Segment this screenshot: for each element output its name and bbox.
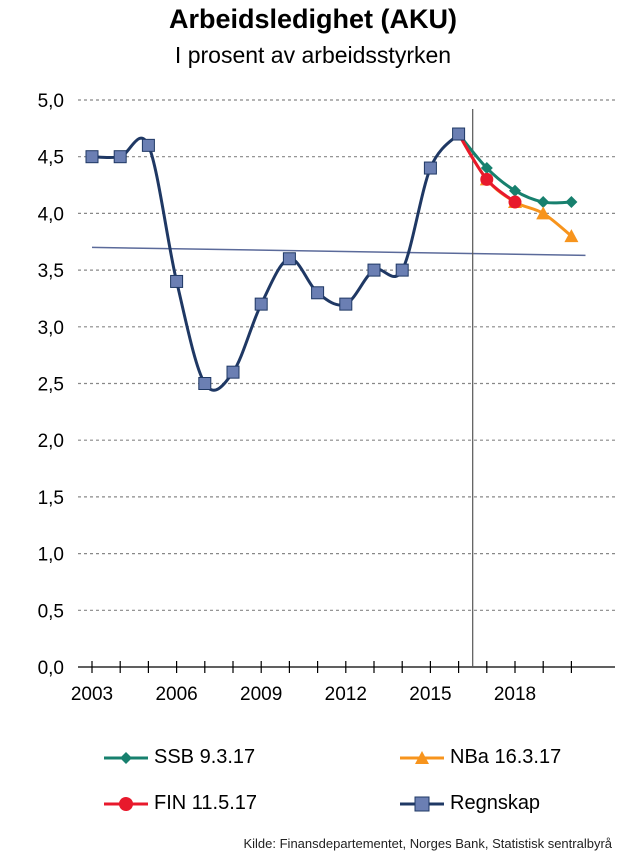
legend-item-regnskap: Regnskap — [400, 792, 540, 815]
legend-swatch-fin — [104, 796, 148, 811]
data-point-regnskap — [113, 150, 127, 164]
data-point-regnskap — [395, 263, 409, 277]
x-tick-label: 2003 — [71, 684, 113, 705]
data-point-regnskap — [226, 365, 240, 379]
y-tick-label: 4,0 — [38, 204, 64, 225]
data-point-nba — [564, 229, 579, 243]
data-point-regnskap — [423, 161, 437, 175]
legend-item-ssb: SSB 9.3.17 — [104, 746, 255, 769]
line-chart: 0,0 0,5 1,0 1,5 2,0 2,5 3,0 3,5 4,0 4,5 5,0 2003 200… — [38, 91, 615, 705]
data-point-regnskap — [452, 127, 466, 141]
x-tick-label: 2009 — [240, 684, 282, 705]
data-point-ssb — [565, 196, 578, 209]
legend-label-fin: FIN 11.5.17 — [154, 792, 258, 814]
legend-swatch-ssb — [104, 751, 148, 764]
data-point-fin — [508, 195, 522, 209]
y-tick-label: 2,0 — [38, 431, 64, 452]
data-point-regnskap — [254, 297, 268, 311]
data-point-regnskap — [141, 138, 155, 152]
data-point-fin — [480, 172, 494, 186]
data-point-regnskap — [282, 252, 296, 266]
y-tick-label: 1,5 — [38, 488, 64, 509]
y-tick-label: 0,0 — [38, 658, 64, 679]
x-tick-label: 2018 — [494, 684, 536, 705]
chart-subtitle: I prosent av arbeidsstyrken — [174, 42, 452, 68]
x-tick-label: 2006 — [155, 684, 197, 705]
y-tick-label: 3,0 — [38, 318, 64, 339]
y-tick-label: 2,5 — [38, 375, 64, 396]
legend-swatch-regnskap — [400, 796, 444, 811]
source-note: Kilde: Finansdepartementet, Norges Bank,… — [243, 836, 612, 851]
data-point-ssb — [480, 162, 493, 175]
data-point-regnskap — [85, 150, 99, 164]
legend-item-fin: FIN 11.5.17 — [104, 792, 257, 815]
x-tick-label: 2015 — [409, 684, 451, 705]
legend-item-nba: NBa 16.3.17 — [400, 746, 561, 769]
y-tick-label: 1,0 — [38, 545, 64, 566]
data-point-regnskap — [339, 297, 353, 311]
data-point-regnskap — [198, 377, 212, 390]
legend-label-nba: NBa 16.3.17 — [450, 746, 562, 768]
legend-label-regnskap: Regnskap — [450, 792, 541, 814]
trend-line — [91, 246, 586, 257]
data-point-regnskap — [170, 274, 184, 288]
y-tick-label: 4,5 — [38, 148, 64, 169]
data-point-regnskap — [311, 286, 325, 300]
chart-title: Arbeidsledighet (AKU) — [168, 4, 457, 34]
data-point-regnskap — [367, 263, 381, 277]
legend-swatch-nba — [400, 750, 444, 764]
series-line-regnskap — [91, 132, 460, 392]
data-point-nba — [536, 206, 551, 220]
x-tick-label: 2012 — [325, 684, 367, 705]
y-tick-label: 0,5 — [38, 601, 64, 622]
data-point-ssb — [537, 196, 550, 209]
data-point-ssb — [509, 184, 521, 197]
legend-label-ssb: SSB 9.3.17 — [154, 746, 256, 768]
y-tick-label: 5,0 — [38, 91, 64, 112]
y-tick-label: 3,5 — [38, 261, 64, 282]
